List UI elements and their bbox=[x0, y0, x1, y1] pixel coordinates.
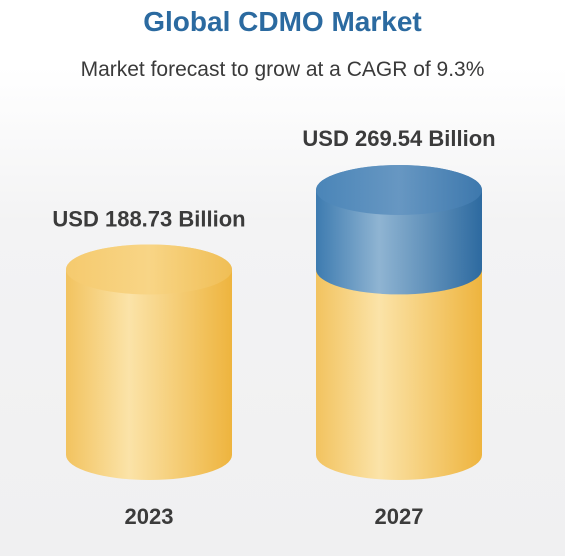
cylinder-2023-body bbox=[66, 244, 232, 480]
chart-subtitle: Market forecast to grow at a CAGR of 9.3… bbox=[80, 58, 485, 81]
category-label-2023: 2023 bbox=[125, 504, 174, 529]
cylinder-2027 bbox=[316, 165, 482, 480]
value-label-2023: USD 188.73 Billion bbox=[52, 206, 245, 231]
cylinder-2023-top bbox=[66, 244, 232, 295]
cylinder-2023 bbox=[66, 244, 232, 480]
category-label-2027: 2027 bbox=[375, 504, 424, 529]
cylinder-2027-top bbox=[316, 165, 482, 215]
chart-title: Global CDMO Market bbox=[143, 6, 422, 37]
value-label-2027: USD 269.54 Billion bbox=[302, 126, 495, 151]
cylinder-2027-base-segment bbox=[316, 244, 482, 480]
